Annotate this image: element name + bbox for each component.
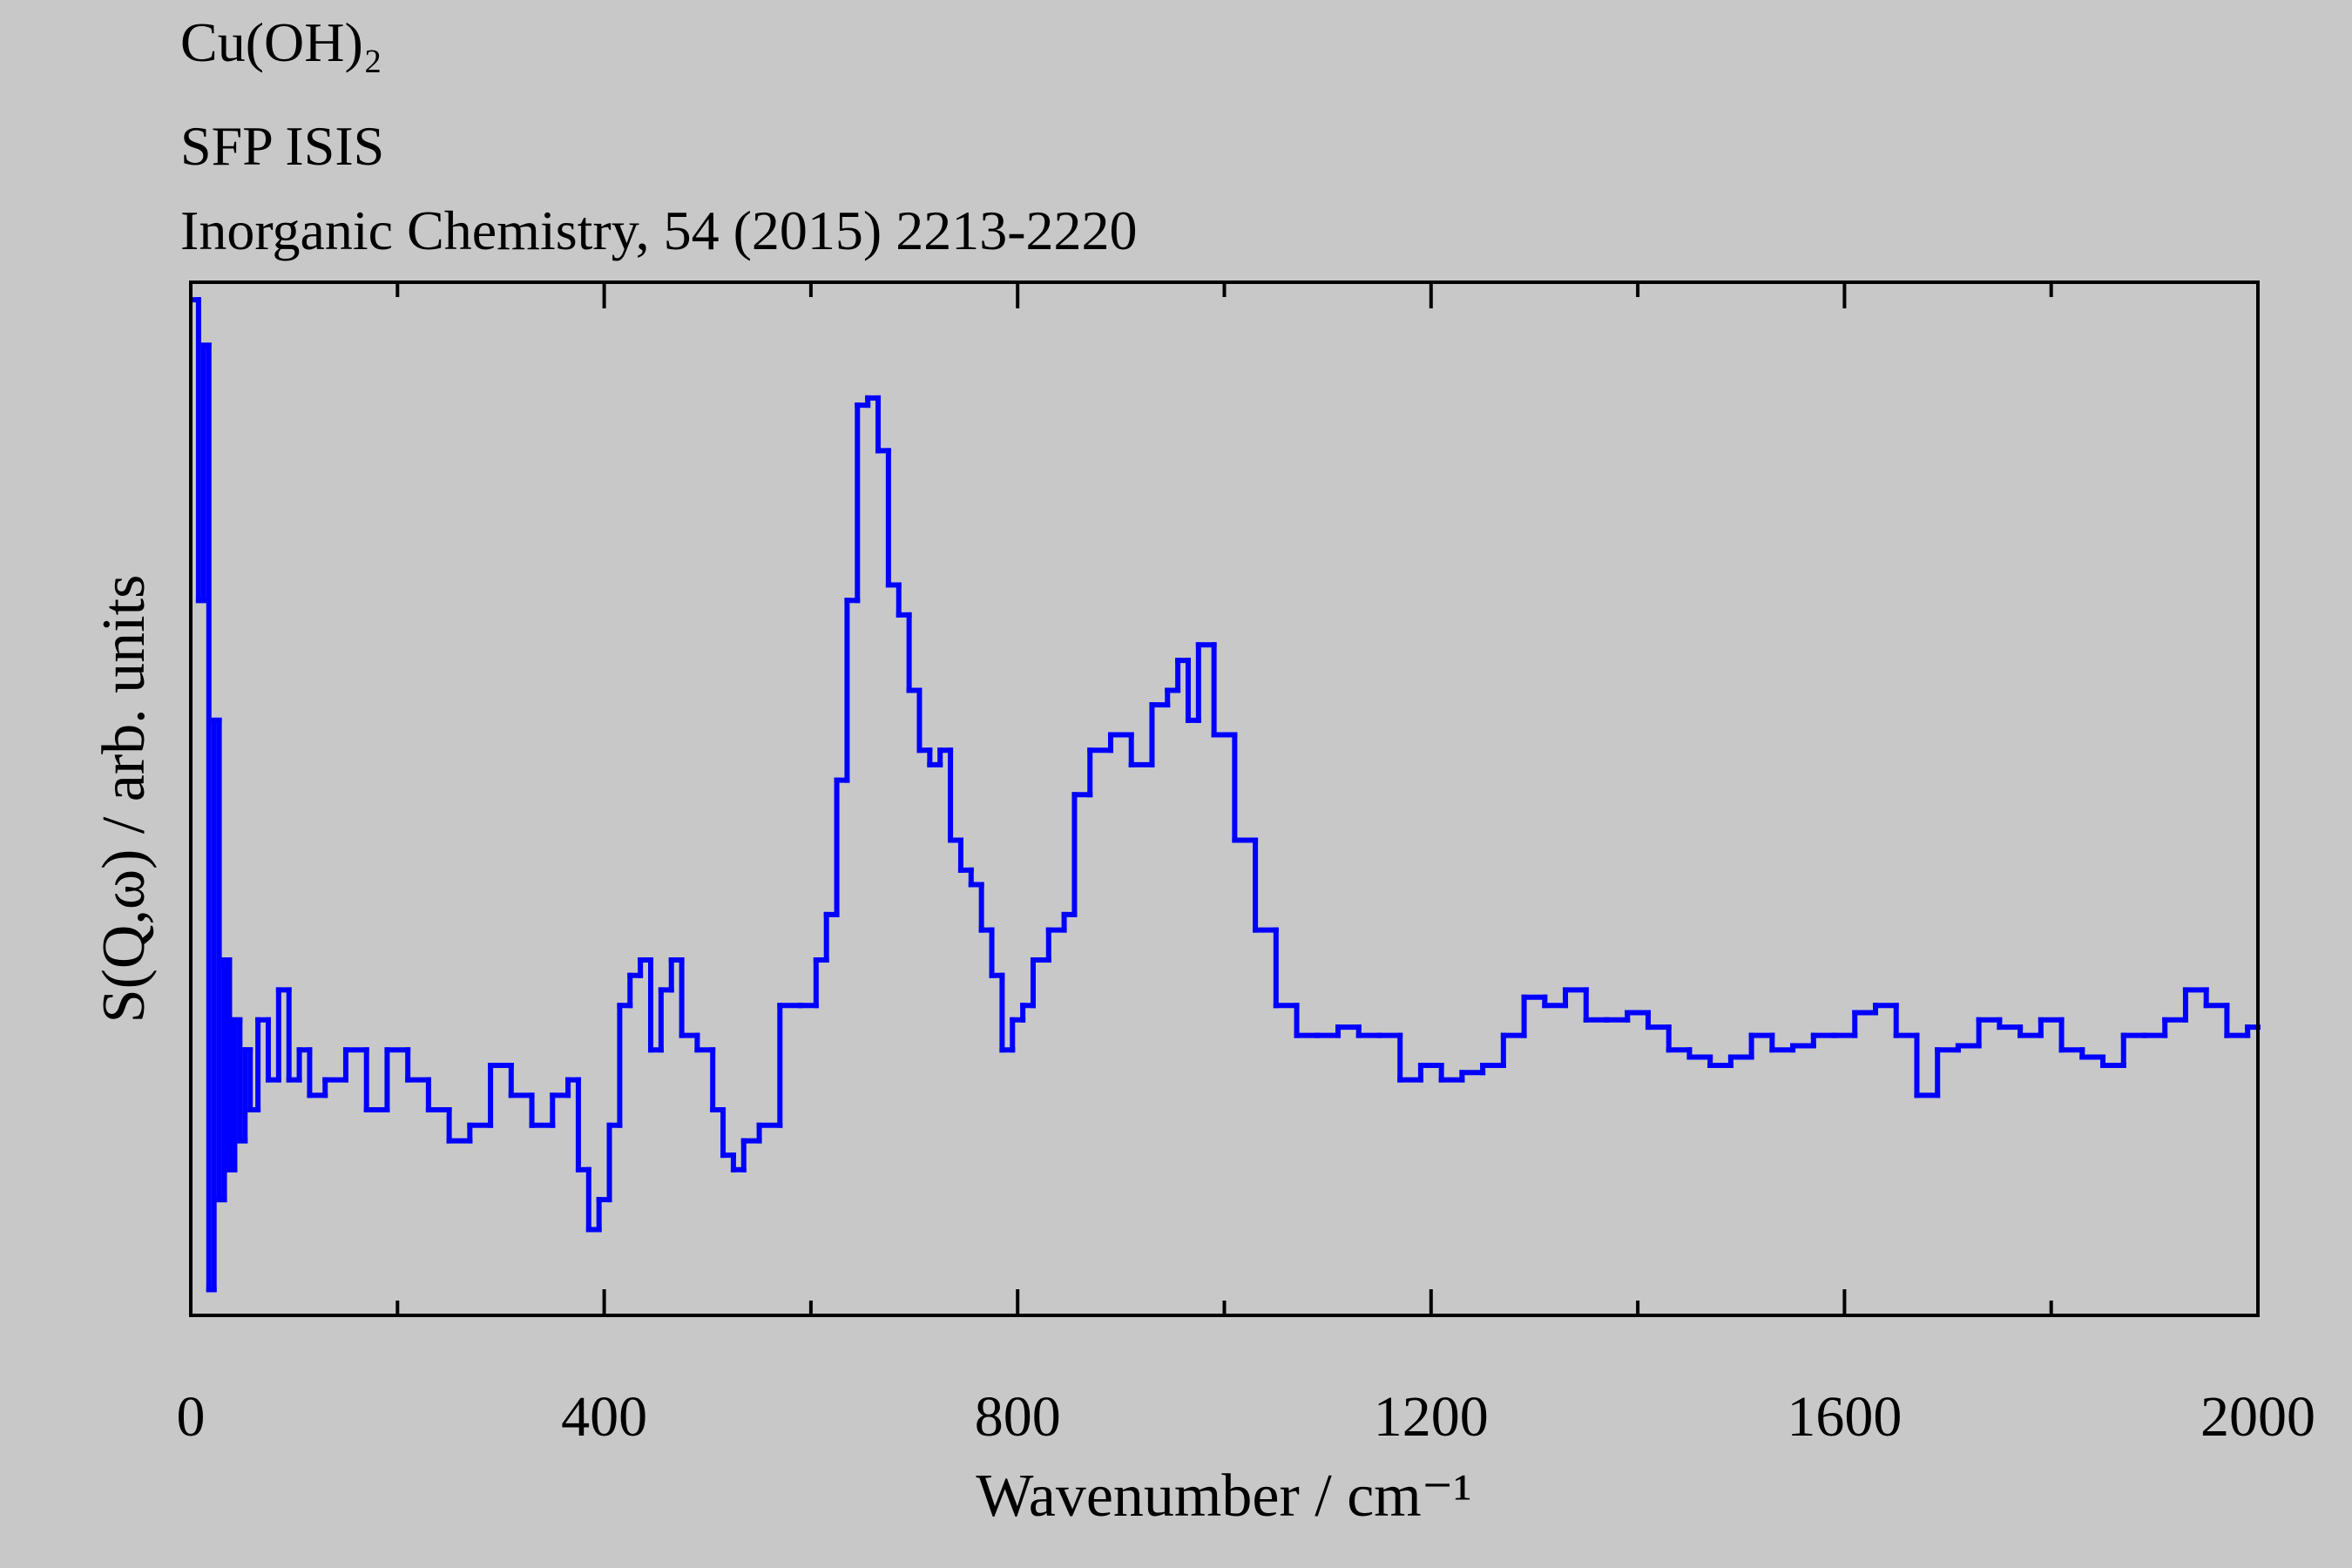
x-tick-label: 800 [975,1385,1061,1449]
title-line: Cu(OH)₂ [180,11,382,73]
x-tick-label: 1200 [1374,1385,1489,1449]
x-tick-label: 0 [177,1385,206,1449]
x-axis-label: Wavenumber / cm⁻¹ [976,1463,1471,1530]
x-tick-label: 400 [561,1385,647,1449]
x-tick-label: 1600 [1787,1385,1902,1449]
plot-frame [189,280,2260,1317]
title-line: Inorganic Chemistry, 54 (2015) 2213-2220 [180,199,1138,261]
x-tick-label: 2000 [2200,1385,2315,1449]
title-line: SFP ISIS [180,115,384,177]
y-axis-label: S(Q,ω) / arb. units [91,575,158,1024]
